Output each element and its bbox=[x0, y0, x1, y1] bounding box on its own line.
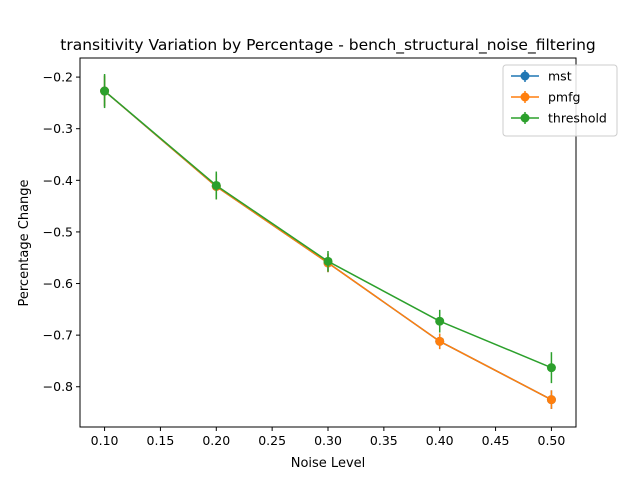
x-axis-label: Noise Level bbox=[291, 456, 366, 471]
plot-area-frame bbox=[79, 57, 577, 428]
legend-swatch-marker bbox=[520, 71, 530, 81]
legend-swatch-marker bbox=[520, 113, 530, 123]
series-line-mst bbox=[104, 90, 552, 401]
y-tick-label: −0.6 bbox=[43, 276, 73, 291]
data-point bbox=[546, 395, 556, 405]
y-tick-label: −0.8 bbox=[43, 379, 73, 394]
data-point bbox=[100, 86, 110, 96]
x-tick-label: 0.30 bbox=[314, 433, 342, 448]
data-point bbox=[435, 316, 445, 326]
series-mst bbox=[100, 75, 556, 409]
data-point bbox=[546, 363, 556, 373]
legend-label: pmfg bbox=[548, 90, 580, 105]
series-line-pmfg bbox=[104, 90, 552, 401]
x-tick-label: 0.15 bbox=[147, 433, 175, 448]
x-tick-label: 0.45 bbox=[482, 433, 510, 448]
legend-label: mst bbox=[548, 69, 572, 84]
legend-entry-pmfg: pmfg bbox=[511, 90, 580, 105]
x-tick-label: 0.40 bbox=[426, 433, 454, 448]
y-tick-label: −0.7 bbox=[43, 328, 73, 343]
x-tick-label: 0.20 bbox=[202, 433, 230, 448]
y-tick-label: −0.3 bbox=[43, 121, 73, 136]
legend: mst pmfg threshold bbox=[502, 64, 618, 137]
legend-entry-threshold: threshold bbox=[511, 111, 607, 126]
chart-title: transitivity Variation by Percentage - b… bbox=[60, 36, 595, 55]
legend-label: threshold bbox=[548, 111, 607, 126]
legend-entry-mst: mst bbox=[511, 69, 572, 84]
data-point bbox=[323, 256, 333, 266]
x-tick-label: 0.10 bbox=[91, 433, 119, 448]
series-threshold bbox=[100, 73, 556, 384]
x-tick-label: 0.35 bbox=[370, 433, 398, 448]
y-axis-label: Percentage Change bbox=[17, 179, 32, 306]
legend-swatch-marker bbox=[520, 92, 530, 102]
x-tick-label: 0.50 bbox=[538, 433, 566, 448]
data-point bbox=[211, 180, 221, 190]
series-line-threshold bbox=[104, 90, 552, 369]
x-tick-label: 0.25 bbox=[258, 433, 286, 448]
y-tick-label: −0.4 bbox=[43, 173, 73, 188]
data-point bbox=[435, 336, 445, 346]
series-pmfg bbox=[100, 75, 556, 409]
y-tick-label: −0.5 bbox=[43, 224, 73, 239]
y-tick-label: −0.2 bbox=[43, 70, 73, 85]
